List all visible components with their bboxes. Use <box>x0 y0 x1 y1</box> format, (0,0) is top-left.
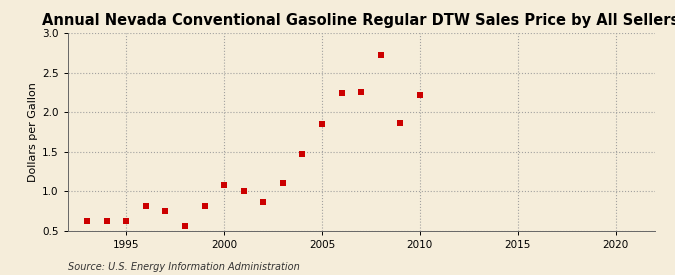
Point <box>336 91 347 95</box>
Point <box>238 189 249 194</box>
Point <box>101 219 112 223</box>
Point <box>121 219 132 223</box>
Point <box>297 152 308 156</box>
Point <box>160 209 171 213</box>
Point <box>414 93 425 97</box>
Y-axis label: Dollars per Gallon: Dollars per Gallon <box>28 82 38 182</box>
Point <box>317 122 327 126</box>
Text: Source: U.S. Energy Information Administration: Source: U.S. Energy Information Administ… <box>68 262 299 272</box>
Point <box>82 219 92 224</box>
Point <box>140 204 151 208</box>
Point <box>395 121 406 125</box>
Point <box>199 204 210 208</box>
Title: Annual Nevada Conventional Gasoline Regular DTW Sales Price by All Sellers: Annual Nevada Conventional Gasoline Regu… <box>43 13 675 28</box>
Point <box>356 90 367 95</box>
Point <box>277 181 288 186</box>
Point <box>375 53 386 57</box>
Point <box>180 224 190 229</box>
Point <box>258 200 269 205</box>
Point <box>219 183 230 187</box>
